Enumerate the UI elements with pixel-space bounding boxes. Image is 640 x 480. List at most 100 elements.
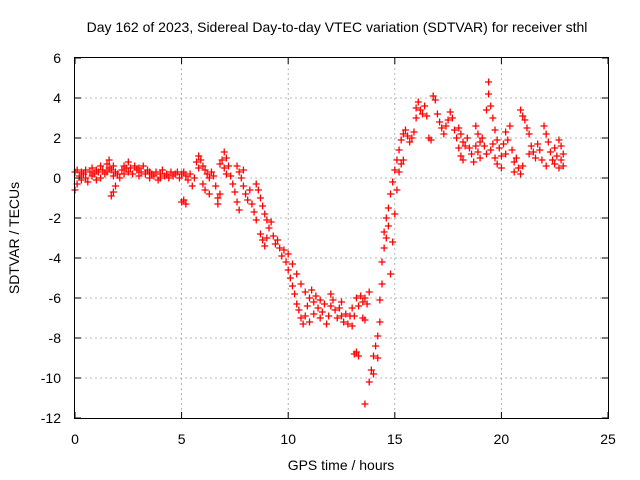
data-point — [210, 172, 218, 180]
data-point — [126, 164, 134, 172]
data-point — [314, 304, 322, 312]
data-point — [344, 320, 352, 328]
data-point — [536, 146, 544, 154]
data-point — [239, 182, 247, 190]
data-point — [359, 298, 367, 306]
data-point — [542, 130, 550, 138]
data-point — [361, 400, 369, 408]
data-point — [512, 154, 520, 162]
data-point — [335, 304, 343, 312]
data-point — [180, 196, 188, 204]
data-point — [559, 150, 567, 158]
data-point — [212, 182, 220, 190]
data-point — [342, 310, 350, 318]
data-point — [263, 234, 271, 242]
data-point — [267, 218, 275, 226]
data-point — [165, 174, 173, 182]
data-point — [455, 124, 463, 132]
data-point — [156, 174, 164, 182]
data-point — [404, 132, 412, 140]
data-point — [229, 180, 237, 188]
data-point — [555, 164, 563, 172]
data-point — [427, 136, 435, 144]
data-point — [99, 166, 107, 174]
data-point — [557, 142, 565, 150]
data-point — [320, 300, 328, 308]
data-point — [109, 188, 117, 196]
data-point — [436, 118, 444, 126]
data-point — [416, 106, 424, 114]
x-tick-label: 15 — [387, 431, 403, 447]
data-point — [131, 162, 139, 170]
data-point — [361, 294, 369, 302]
data-point — [282, 258, 290, 266]
data-point — [555, 136, 563, 144]
data-point — [293, 270, 301, 278]
data-point — [506, 122, 514, 130]
data-point — [92, 176, 100, 184]
data-point — [182, 172, 190, 180]
data-point — [395, 168, 403, 176]
data-point — [97, 174, 105, 182]
data-point — [391, 210, 399, 218]
data-point — [107, 166, 115, 174]
data-point — [497, 152, 505, 160]
data-point — [259, 236, 267, 244]
data-point — [327, 302, 335, 310]
data-point — [120, 170, 128, 178]
data-point — [239, 166, 247, 174]
data-point — [376, 296, 384, 304]
data-point — [118, 166, 126, 174]
data-point — [393, 186, 401, 194]
data-point — [463, 134, 471, 142]
data-point — [244, 196, 252, 204]
data-point — [517, 170, 525, 178]
data-point — [369, 352, 377, 360]
data-point — [487, 102, 495, 110]
data-point — [291, 290, 299, 298]
data-point — [233, 198, 241, 206]
data-point — [559, 162, 567, 170]
data-point — [367, 366, 375, 374]
x-tick-label: 0 — [71, 431, 79, 447]
y-tick-label: -8 — [49, 330, 62, 346]
data-point — [303, 302, 311, 310]
data-point — [387, 190, 395, 198]
data-point — [412, 104, 420, 112]
data-point — [193, 158, 201, 166]
data-point — [470, 158, 478, 166]
data-point — [397, 160, 405, 168]
data-point — [256, 230, 264, 238]
data-point — [502, 150, 510, 158]
data-point — [180, 168, 188, 176]
data-point — [491, 126, 499, 134]
data-point — [225, 162, 233, 170]
data-point — [182, 200, 190, 208]
data-point — [129, 170, 137, 178]
data-point — [325, 312, 333, 320]
data-point — [438, 124, 446, 132]
data-point — [233, 162, 241, 170]
data-point — [457, 152, 465, 160]
data-point — [459, 156, 467, 164]
data-point — [382, 214, 390, 222]
data-point — [175, 174, 183, 182]
data-point — [293, 300, 301, 308]
data-point — [549, 156, 557, 164]
plot-frame — [74, 57, 609, 419]
data-point — [231, 188, 239, 196]
data-point — [372, 342, 380, 350]
data-point — [546, 148, 554, 156]
data-point — [525, 150, 533, 158]
data-point — [259, 202, 267, 210]
data-point — [310, 298, 318, 306]
data-point — [485, 78, 493, 86]
data-point — [461, 142, 469, 150]
data-point — [497, 164, 505, 172]
data-point — [495, 144, 503, 152]
data-point — [276, 244, 284, 252]
data-point — [514, 164, 522, 172]
data-point — [261, 242, 269, 250]
data-point — [472, 122, 480, 130]
data-point — [544, 138, 552, 146]
